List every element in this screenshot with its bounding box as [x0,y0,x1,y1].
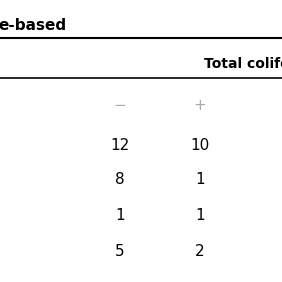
Text: 8: 8 [115,173,125,188]
Text: 1: 1 [195,173,205,188]
Text: 1: 1 [115,208,125,222]
Text: 2: 2 [195,244,205,259]
Text: 1: 1 [195,208,205,222]
Text: 10: 10 [190,138,210,153]
Text: +: + [194,98,206,113]
Text: −: − [114,98,126,113]
Text: Total colife: Total colife [204,57,282,71]
Text: e-based: e-based [0,18,66,33]
Text: 12: 12 [110,138,130,153]
Text: 5: 5 [115,244,125,259]
